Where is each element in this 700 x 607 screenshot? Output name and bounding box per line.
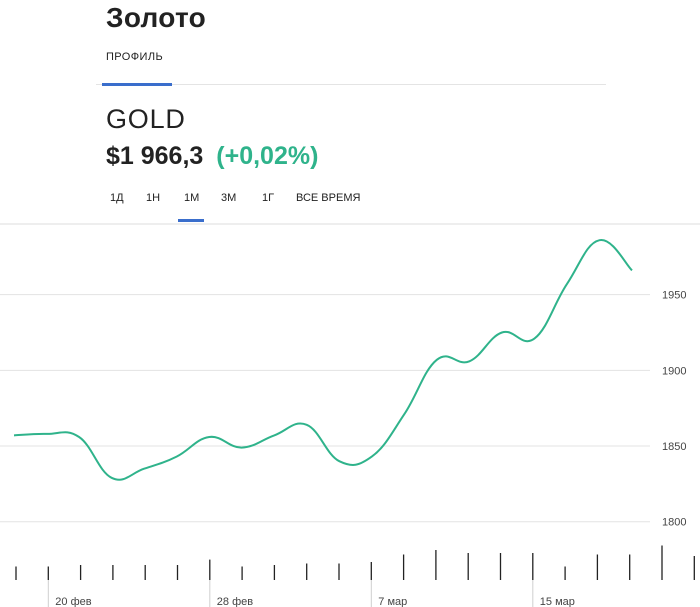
active-range-indicator [178,219,204,222]
price-row: $1 966,3 (+0,02%) [106,142,318,171]
x-tick-label: 7 мар [378,596,407,607]
page-title: Золото [106,2,207,33]
range-1w-button[interactable]: 1Н [146,192,161,204]
range-3m-button[interactable]: 3М [221,192,237,204]
ticker-symbol: GOLD [106,104,186,134]
range-1y-button[interactable]: 1Г [262,192,275,204]
x-tick-label: 20 фев [55,596,91,607]
y-tick-label: 1950 [662,290,686,302]
active-tab-indicator [102,83,172,86]
price-chart[interactable]: 1800 1850 1900 1950 20 фев 28 фев 7 мар 15 мар [0,222,700,607]
y-tick-label: 1800 [662,517,686,529]
range-1d-button[interactable]: 1Д [110,192,124,204]
x-tick-label: 15 мар [540,596,575,607]
y-tick-label: 1850 [662,441,686,453]
range-all-time-button[interactable]: ВСЕ ВРЕМЯ [296,192,361,204]
range-1m-button[interactable]: 1М [184,192,200,204]
current-price: $1 966,3 [106,142,204,170]
x-tick-label: 28 фев [217,596,253,607]
y-tick-label: 1900 [662,365,686,377]
price-change: (+0,02%) [216,142,319,170]
tab-profile[interactable]: ПРОФИЛЬ [106,51,164,63]
tab-bar: ПРОФИЛЬ [96,40,606,86]
price-line [13,239,633,481]
